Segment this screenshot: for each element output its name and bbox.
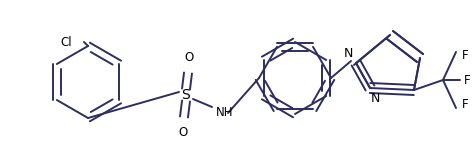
Text: NH: NH: [216, 105, 234, 119]
Text: F: F: [462, 99, 469, 112]
Text: Cl: Cl: [60, 36, 72, 48]
Text: N: N: [344, 47, 353, 60]
Text: O: O: [178, 126, 188, 139]
Text: S: S: [182, 88, 191, 102]
Text: F: F: [462, 48, 469, 61]
Text: N: N: [371, 92, 380, 105]
Text: F: F: [464, 73, 471, 87]
Text: O: O: [184, 51, 193, 64]
